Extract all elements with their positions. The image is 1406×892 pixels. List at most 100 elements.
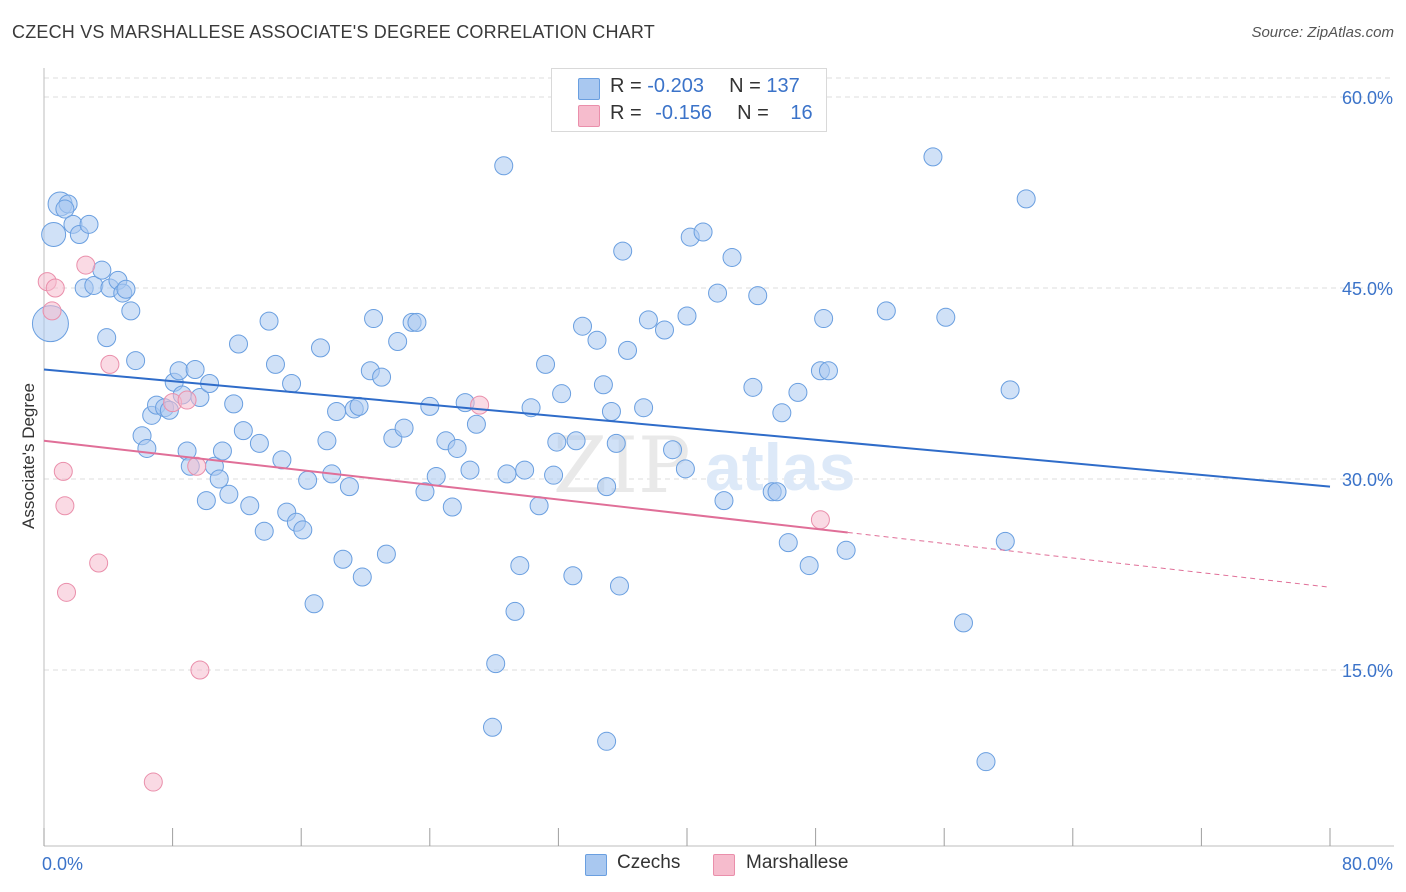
czechs-point [169,361,189,381]
czechs-point [748,286,768,306]
x-tick-label: 0.0% [42,854,83,874]
czechs-point [799,556,819,576]
czechs-point [515,460,535,480]
czechs-point [677,306,697,326]
czechs-point [494,156,514,176]
marshallese-point [177,390,197,410]
czechs-point [486,654,506,674]
czechs-point [708,283,728,303]
y-tick-label: 30.0% [1342,470,1393,490]
czechs-point [79,214,99,234]
marshallese-legend-label: Marshallese [746,852,849,873]
czechs-point [415,482,435,502]
czechs-point [317,431,337,451]
czechs-point [953,613,973,633]
czechs-point [272,450,292,470]
marsh-n-label: N = [737,102,775,124]
marshallese-trend-extension [847,531,1331,588]
gridlines [44,77,1394,671]
czechs-point [219,484,239,504]
czechs-point [876,301,896,321]
czechs-point [675,459,695,479]
czechs-point [224,394,244,414]
czechs-legend-label: Czechs [617,852,681,873]
czechs-point [767,482,787,502]
czechs-swatch [578,78,600,100]
czechs-point [282,374,302,393]
czechs-point [185,359,205,379]
marshallese-point [100,354,120,374]
czechs-point [229,334,249,354]
czechs-legend-swatch [585,854,607,876]
czechs-point [563,566,583,586]
y-tick-label: 45.0% [1342,279,1393,299]
czechs-point [388,331,408,351]
czechs-point [121,301,141,321]
czechs-point [566,431,586,451]
czechs-point [976,752,996,772]
marshallese-points [37,255,830,792]
czechs-point [407,312,427,332]
czechs-point [547,432,567,452]
czechs-point [552,384,572,404]
marshallese-trend-line [43,439,848,534]
marshallese-point [187,456,207,476]
czechs-point [293,520,313,540]
czechs-points [31,147,1036,772]
marshallese-point [810,510,830,530]
czechs-point [923,147,943,167]
axes [43,68,1394,847]
marshallese-point [190,660,210,680]
marshallese-point [55,496,75,516]
czechs-r-value: -0.203 [647,75,704,97]
czechs-point [259,311,279,331]
czechs-point [597,731,617,751]
czechs-point [92,260,112,280]
czechs-r-label: R = [610,75,648,97]
czechs-point [137,438,157,458]
czechs-point [593,375,613,395]
chart-title: CZECH VS MARSHALLESE ASSOCIATE'S DEGREE … [12,22,655,42]
czechs-point [310,338,330,358]
czechs-point [249,433,269,453]
czechs-point [339,477,359,497]
czechs-point [126,351,146,371]
czechs-point [116,279,136,299]
czechs-point [442,497,462,517]
czechs-trend-line [43,368,1331,488]
y-tick-label: 60.0% [1342,88,1393,108]
marshallese-point [57,582,77,602]
czechs-point [936,307,956,327]
czechs-point [265,354,285,374]
czechs-point [41,222,67,248]
czechs-point [327,402,347,422]
czechs-point [505,601,525,621]
czechs-point [836,540,856,560]
czechs-point [693,222,713,242]
czechs-point [55,199,75,219]
marshallese-legend-swatch [713,854,735,876]
czechs-point [460,460,480,480]
czechs-point [634,398,654,418]
marshallese-point [76,255,96,275]
watermark: ZIP atlas [553,421,855,511]
czechs-point [663,440,683,460]
czechs-point [209,469,229,489]
czechs-point [521,398,541,418]
czechs-point [394,418,414,438]
czechs-point [818,361,838,381]
x-tick-label: 80.0% [1342,854,1393,874]
czechs-point [426,466,446,486]
czechs-point [298,470,318,490]
czechs-point [995,531,1015,551]
czechs-point [376,544,396,564]
czechs-point [333,549,353,569]
marsh-r-value: -0.156 [655,102,712,124]
czechs-point [536,354,556,374]
marshallese-point [42,301,62,321]
czechs-point [529,496,549,516]
czechs-point [606,433,626,453]
czechs-point [352,567,372,587]
czechs-n-label: N = [729,75,767,97]
